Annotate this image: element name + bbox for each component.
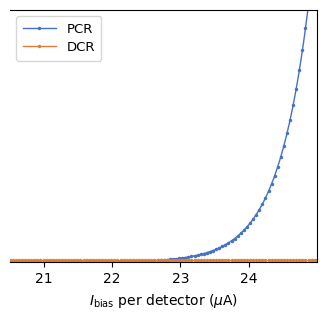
- Legend: PCR, DCR: PCR, DCR: [16, 16, 101, 61]
- PCR: [267, 189, 270, 193]
- X-axis label: $I_\mathrm{bias}$ per detector ($\mu$A): $I_\mathrm{bias}$ per detector ($\mu$A): [89, 292, 238, 310]
- PCR: [196, 253, 200, 257]
- DCR: [191, 258, 195, 262]
- DCR: [189, 258, 193, 262]
- PCR: [8, 260, 12, 264]
- PCR: [189, 254, 193, 258]
- DCR: [9, 258, 12, 262]
- Line: PCR: PCR: [8, 0, 318, 264]
- PCR: [9, 260, 12, 264]
- DCR: [8, 258, 12, 262]
- Line: DCR: DCR: [8, 258, 318, 261]
- DCR: [315, 258, 319, 262]
- PCR: [191, 254, 195, 258]
- DCR: [196, 258, 200, 262]
- DCR: [286, 258, 290, 262]
- DCR: [267, 258, 270, 262]
- PCR: [286, 127, 290, 131]
